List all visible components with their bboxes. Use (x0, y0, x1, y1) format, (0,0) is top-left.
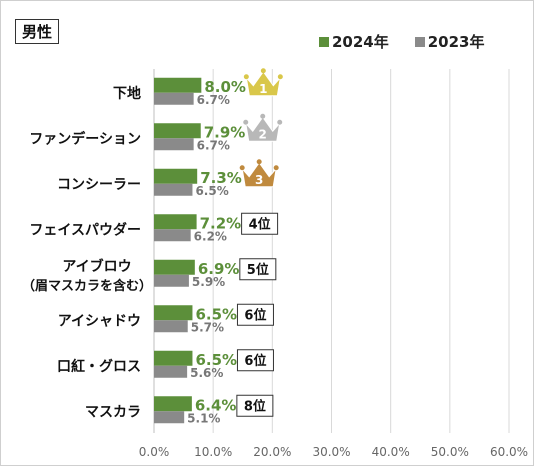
category-label: マスカラ (85, 404, 141, 420)
data-label-2023: 5.7% (191, 320, 224, 334)
crown-jewel (260, 113, 266, 119)
x-tick-label: 60.0% (490, 445, 528, 459)
data-label-2024: 6.4% (195, 396, 237, 414)
category-label: 下地 (113, 85, 141, 102)
bar-2024 (154, 77, 202, 93)
crown-jewel (260, 68, 266, 74)
rank-crown-icon: 2 (243, 113, 283, 142)
bar-2024 (154, 259, 195, 275)
crown-jewel (243, 74, 249, 80)
crown-jewel (277, 74, 283, 80)
crown-shape (244, 116, 281, 142)
data-label-2023: 6.7% (197, 138, 230, 152)
rank-number: 1 (259, 82, 267, 96)
crown-jewel (256, 159, 262, 165)
legend-swatch-2023 (414, 36, 425, 47)
crown-jewel (277, 119, 283, 125)
data-label-2024: 7.9% (204, 123, 246, 141)
bar-2023 (154, 274, 189, 287)
category-label: フェイスパウダー (29, 221, 141, 238)
crown-jewel (243, 119, 249, 125)
bar-2024 (154, 396, 192, 412)
category-label: 口紅・グロス (57, 358, 141, 375)
rank-number: 2 (259, 127, 267, 141)
bar-2023 (154, 411, 185, 424)
data-label-2024: 8.0% (204, 78, 246, 96)
category-label: ファンデーション (29, 130, 141, 147)
data-label-2023: 5.1% (187, 411, 220, 425)
data-label-2024: 7.3% (200, 169, 242, 187)
crown-jewel (273, 165, 279, 171)
data-label-2024: 6.9% (198, 260, 240, 278)
x-tick-label: 50.0% (431, 445, 469, 459)
x-tick-label: 10.0% (194, 445, 232, 459)
bar-2024 (154, 214, 197, 230)
crown-jewel (239, 165, 245, 171)
category-label: コンシーラー (57, 177, 141, 193)
data-label-2024: 6.5% (195, 305, 237, 323)
bar-2024 (154, 305, 193, 321)
data-label-2023: 6.2% (194, 229, 227, 243)
bar-2023 (154, 183, 193, 196)
rank-crown-icon: 3 (239, 159, 279, 188)
bar-2024 (154, 350, 193, 366)
legend-swatch-2024 (319, 36, 329, 47)
rank-crown-icon: 1 (243, 68, 283, 97)
crown-shape (245, 70, 282, 97)
category-label-sub: （眉マスカラを含む） (22, 278, 152, 294)
bar-2024 (154, 168, 198, 184)
data-label-2023: 6.5% (195, 184, 228, 198)
x-tick-label: 20.0% (253, 445, 291, 459)
rank-label: 6位 (244, 307, 266, 323)
legend-label-2024: 2024年 (332, 33, 389, 51)
category-label: アイシャドウ (58, 313, 141, 329)
data-label-2024: 6.5% (195, 351, 237, 369)
rank-box (236, 349, 274, 372)
rank-label: 6位 (244, 353, 266, 369)
rank-box (236, 394, 274, 417)
data-label-2024: 7.2% (200, 214, 242, 232)
legend-item-2023: 2023年 (414, 31, 485, 52)
rank-number: 3 (255, 173, 263, 187)
legend: 2024年 2023年 (319, 31, 485, 52)
rank-label: 5位 (247, 262, 269, 278)
bar-2023 (154, 229, 191, 242)
crown-shape (241, 161, 277, 188)
bar-2023 (154, 92, 194, 105)
data-label-2023: 5.6% (190, 366, 223, 380)
bar-2023 (154, 365, 188, 378)
bar-2023 (154, 320, 188, 333)
x-tick-label: 40.0% (372, 445, 410, 459)
legend-label-2023: 2023年 (427, 33, 485, 51)
data-label-2023: 5.9% (192, 275, 225, 289)
bar-2023 (154, 138, 194, 151)
rank-box (236, 303, 274, 326)
rank-label: 8位 (244, 398, 266, 414)
rank-box (239, 258, 277, 281)
x-tick-label: 30.0% (312, 445, 350, 459)
legend-item-2024: 2024年 (319, 31, 389, 52)
rank-box (241, 212, 279, 235)
bar-2024 (154, 123, 201, 139)
chart-title: 男性 (15, 19, 60, 44)
data-label-2023: 6.7% (197, 93, 230, 107)
x-tick-label: 0.0% (139, 445, 170, 459)
rank-label: 4位 (249, 216, 271, 232)
category-label: アイブロウ (62, 258, 131, 275)
